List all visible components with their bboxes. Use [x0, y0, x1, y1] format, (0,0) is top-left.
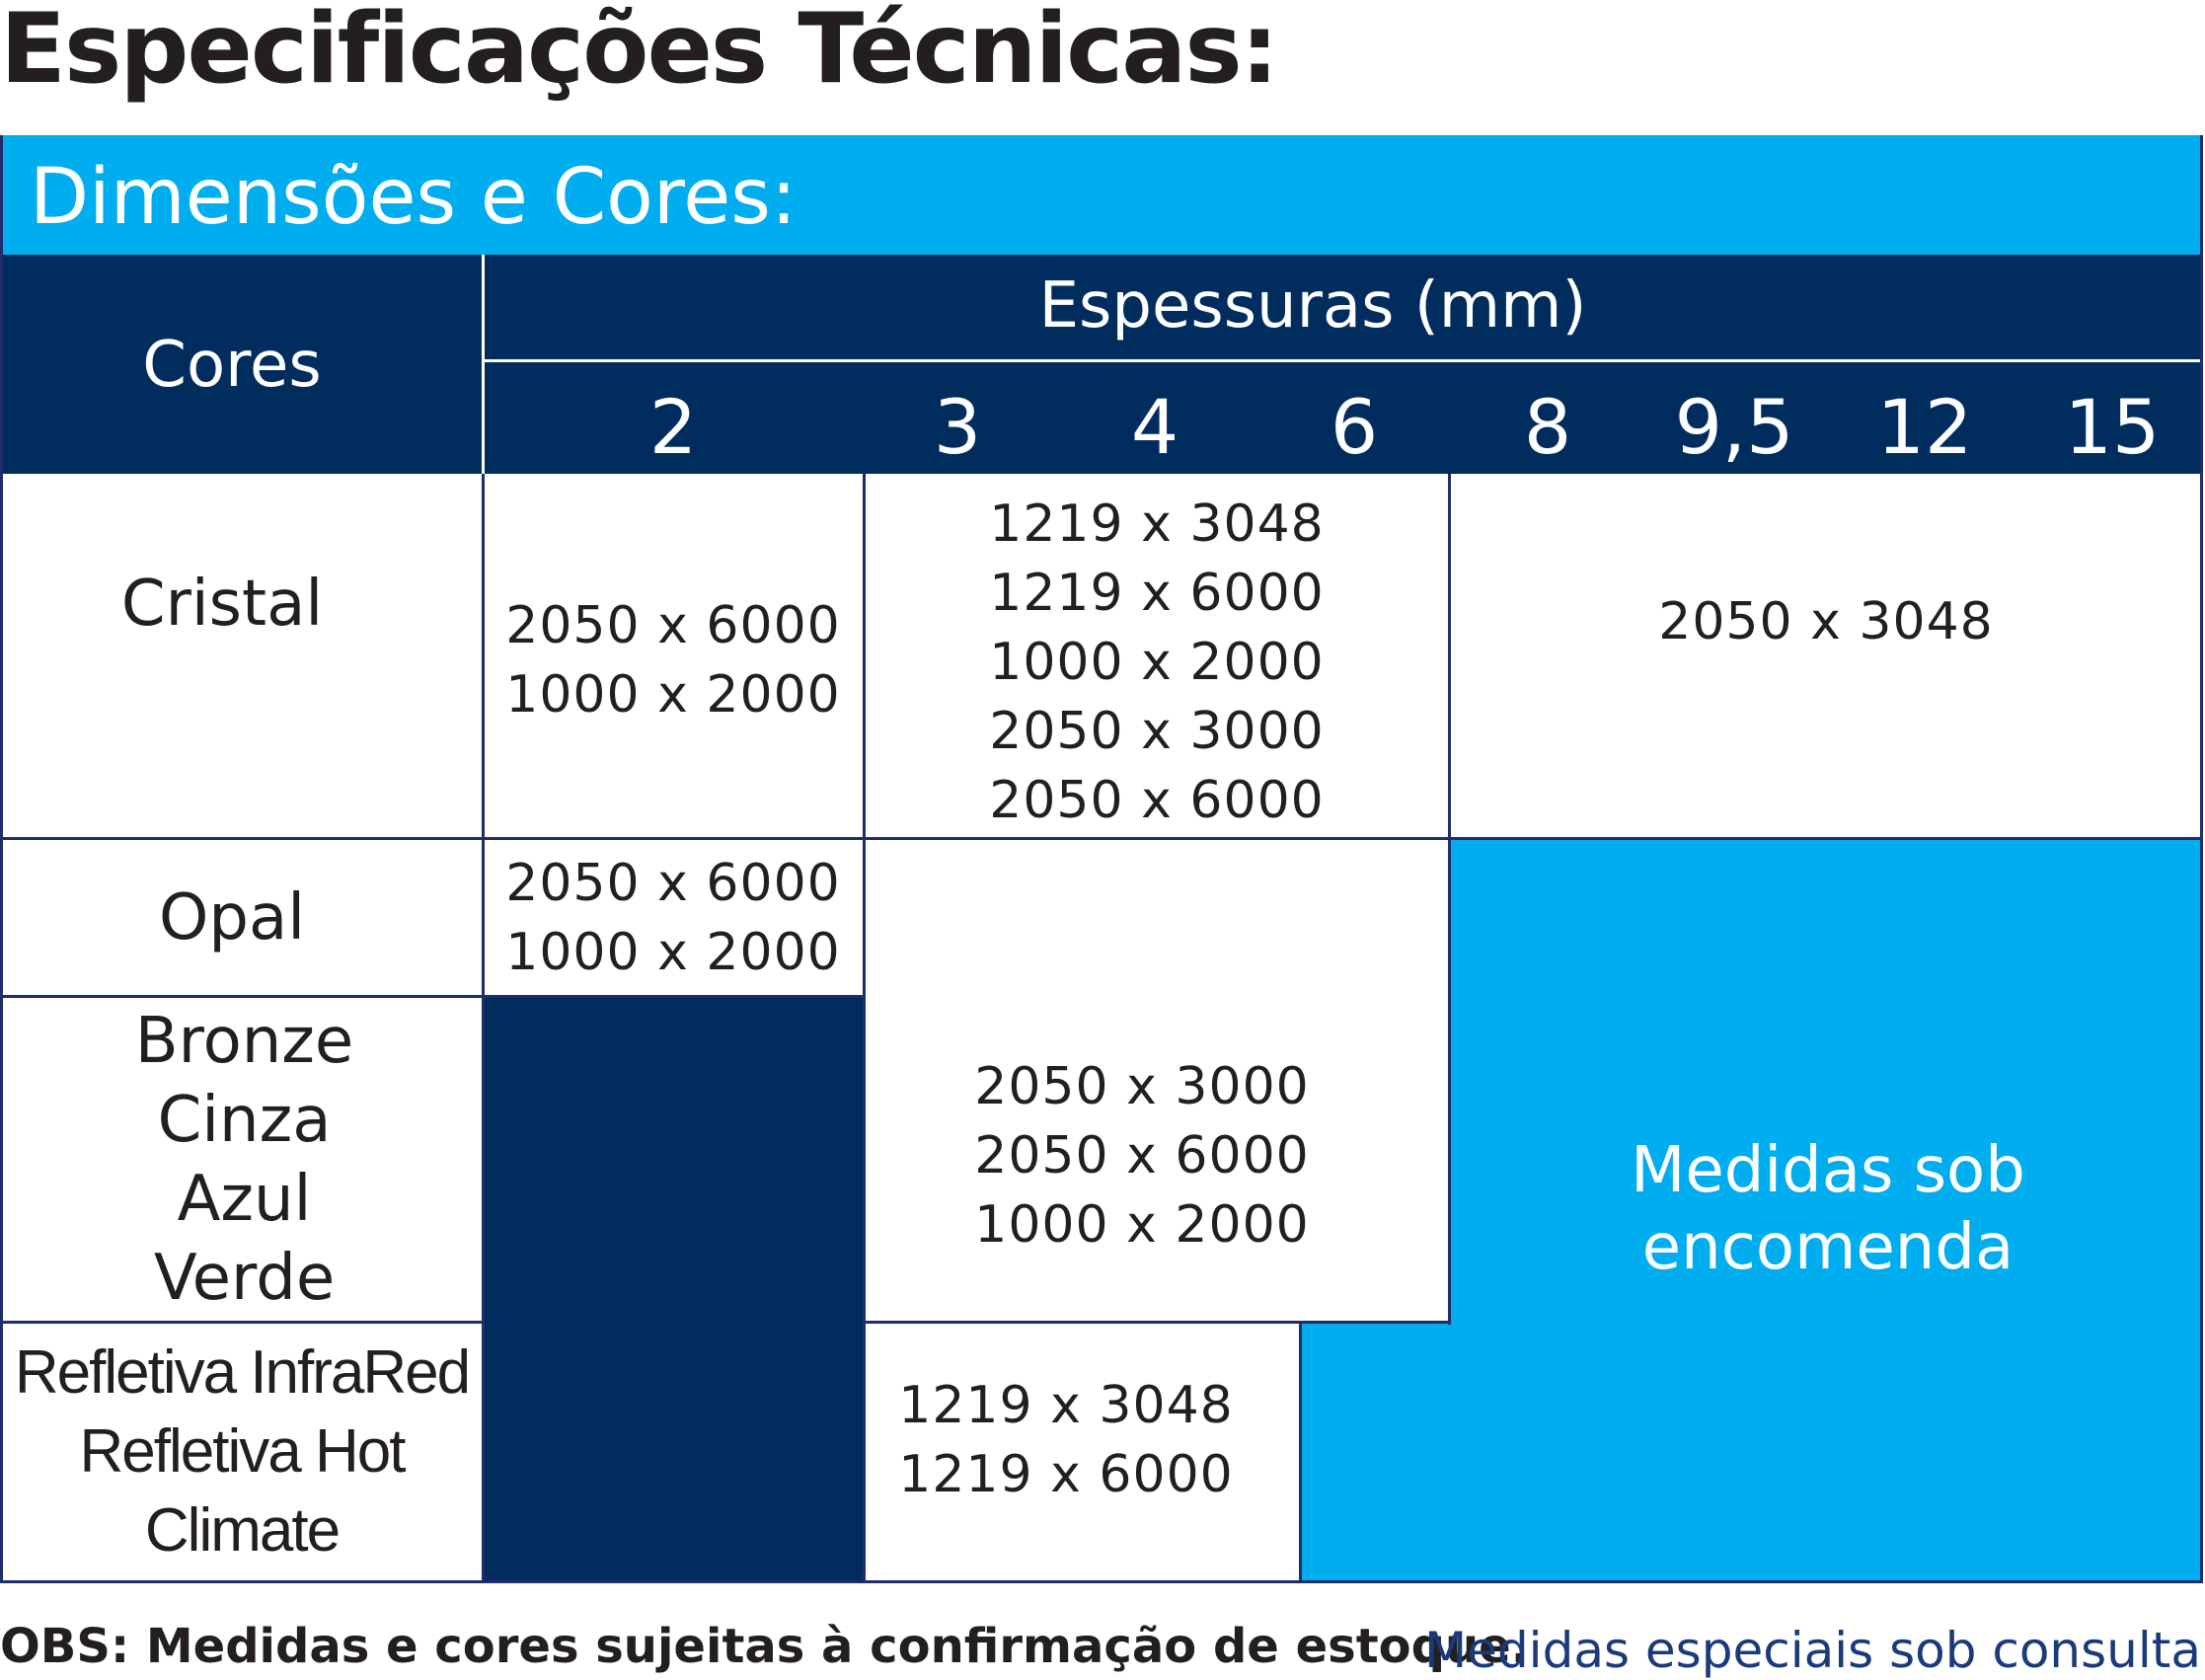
row-divider-opal — [0, 995, 866, 998]
dimension-value: 2050 x 3000 — [989, 702, 1325, 761]
dimension-value: 2050 x 6000 — [974, 1126, 1310, 1185]
row-label-climate: Climate — [144, 1496, 341, 1565]
cell-opal-tinted-3-6mm: 2050 x 3000 2050 x 6000 1000 x 2000 — [866, 1052, 1418, 1260]
row-label-tinted: Bronze Cinza Azul Verde — [0, 997, 489, 1323]
col2-divider — [863, 474, 866, 1580]
row-label-cristal: Cristal — [0, 474, 444, 839]
row-label-opal: Opal — [0, 839, 464, 997]
thickness-9-5: 9,5 — [1674, 383, 1794, 471]
cell-cristal-2mm: 2050 x 6000 1000 x 2000 — [484, 484, 863, 837]
thickness-column-header: Espessuras (mm) — [1038, 269, 1587, 343]
table-border-bottom — [0, 1580, 2203, 1583]
thickness-3: 3 — [933, 383, 982, 471]
special-order-block-top — [1451, 839, 2203, 1326]
unavailable-block — [484, 997, 864, 1582]
header-divider-vertical — [482, 255, 485, 474]
dimension-value: 1000 x 2000 — [505, 665, 841, 725]
thickness-6: 6 — [1330, 383, 1379, 471]
dimension-value: 1000 x 2000 — [974, 1195, 1310, 1255]
thickness-8: 8 — [1523, 383, 1572, 471]
col4-divider-bottom — [1299, 1323, 1302, 1580]
row-divider-cristal — [0, 837, 2203, 840]
dimension-value: 1219 x 3048 — [989, 495, 1325, 554]
thickness-15: 15 — [2064, 383, 2161, 471]
special-order-line-2: encomenda — [1641, 1211, 2015, 1284]
special-sizes-note: Medidas especiais sob consulta — [1424, 1622, 2201, 1679]
table-border-right — [2200, 135, 2203, 1582]
row-label-refletiva-infrared: Refletiva InfraRed — [14, 1338, 471, 1407]
header-divider-horizontal — [484, 359, 2203, 362]
special-order-label: Medidas sob encomenda — [1453, 1125, 2203, 1293]
colors-column-header: Cores — [142, 329, 322, 402]
dimension-value: 2050 x 6000 — [505, 596, 841, 655]
row-label-reflective: Refletiva InfraRed Refletiva Hot Climate — [0, 1323, 484, 1581]
row-label-cristal-text: Cristal — [120, 568, 324, 641]
table-header — [0, 255, 2203, 474]
thickness-2: 2 — [648, 383, 698, 471]
col6-divider — [1448, 474, 1451, 1325]
colors-column-divider — [482, 474, 485, 1580]
row-label-refletiva-hot: Refletiva Hot — [79, 1417, 407, 1486]
row-label-azul: Azul — [177, 1163, 312, 1236]
special-order-block-bottom — [1301, 1323, 2203, 1582]
row-label-bronze: Bronze — [134, 1005, 354, 1078]
thickness-12: 12 — [1876, 383, 1973, 471]
row-label-verde: Verde — [153, 1242, 336, 1315]
cell-cristal-3-6mm: 1219 x 3048 1219 x 6000 1000 x 2000 2050… — [866, 490, 1448, 837]
row-label-opal-text: Opal — [159, 881, 305, 955]
cell-reflective-3-4mm: 1219 x 3048 1219 x 6000 — [866, 1366, 1266, 1514]
dimension-value: 1000 x 2000 — [989, 633, 1325, 692]
dimension-value: 1219 x 6000 — [989, 564, 1325, 623]
dimension-value: 2050 x 3048 — [1658, 592, 1994, 651]
thickness-4: 4 — [1130, 383, 1179, 471]
page-title: Especificações Técnicas: — [0, 0, 1279, 106]
dimension-value: 2050 x 3000 — [974, 1057, 1310, 1116]
stock-note: OBS: Medidas e cores sujeitas à confirma… — [0, 1619, 1529, 1674]
dimension-value: 1000 x 2000 — [505, 923, 841, 982]
row-divider-tinted-right — [863, 1321, 1451, 1324]
dimension-value: 1219 x 6000 — [898, 1445, 1234, 1504]
row-divider-tinted — [0, 1321, 484, 1324]
row-label-cinza: Cinza — [157, 1084, 332, 1157]
dimension-value: 2050 x 6000 — [989, 771, 1325, 830]
dimension-value: 1219 x 3048 — [898, 1376, 1234, 1435]
dimension-value: 2050 x 6000 — [505, 854, 841, 913]
cell-cristal-8-15mm: 2050 x 3048 — [1451, 573, 2201, 671]
table-border-left — [0, 135, 3, 1582]
cell-opal-2mm: 2050 x 6000 1000 x 2000 — [484, 841, 863, 995]
special-order-line-1: Medidas sob — [1631, 1134, 2025, 1207]
section-header: Dimensões e Cores: — [0, 135, 2203, 255]
